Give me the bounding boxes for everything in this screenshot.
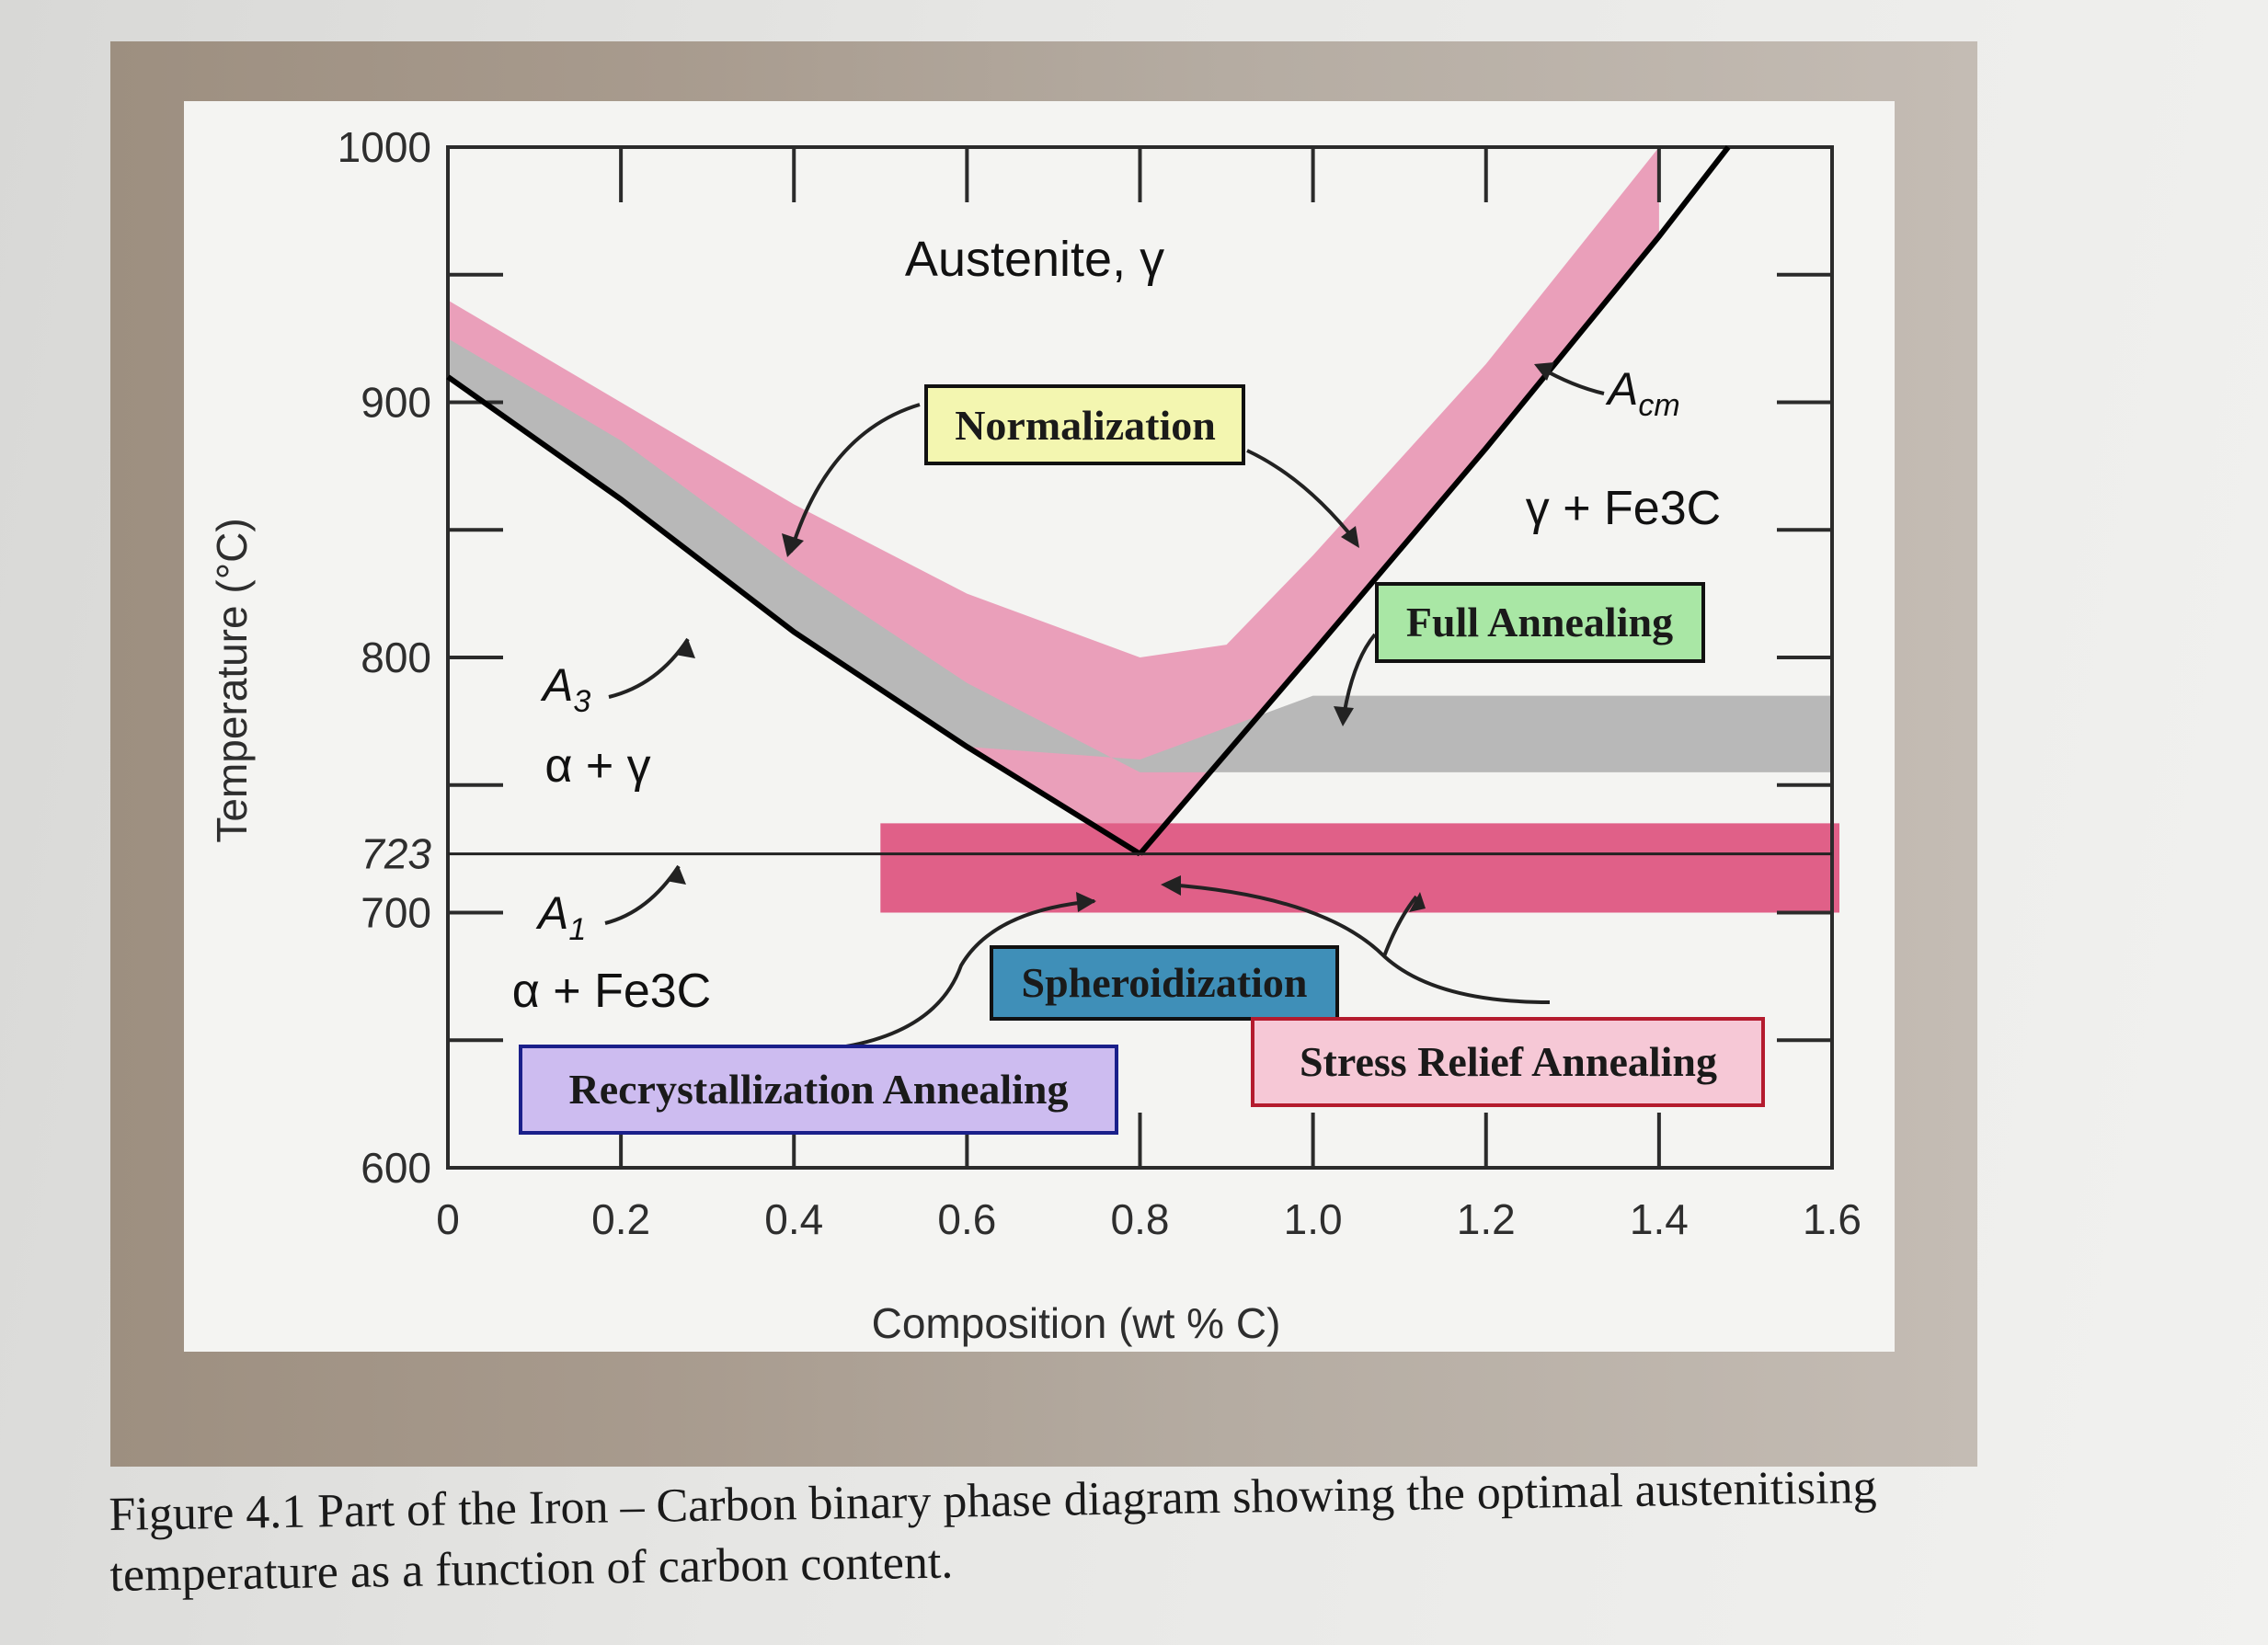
- x-tick-label: 1.6: [1803, 1195, 1861, 1243]
- x-axis-title: Composition (wt % C): [872, 1299, 1281, 1347]
- a1-label: A1: [535, 887, 586, 947]
- phase-diagram: 1000 900 800 723 700 600 0 0.2 0.4 0.6 0.8 1.0 1.2 1…: [184, 101, 1895, 1352]
- spheroidization-band: [880, 823, 1839, 913]
- spheroidization-box: Spheroidization: [990, 945, 1339, 1021]
- x-tick-label: 0: [436, 1195, 460, 1243]
- acm-label: Acm: [1605, 363, 1680, 423]
- arrowhead-full: [1334, 706, 1354, 726]
- figure-caption: Figure 4.1 Part of the Iron – Carbon bin…: [109, 1460, 1877, 1602]
- y-axis-title: Temperature (°C): [208, 518, 256, 842]
- alpha-gamma-label: α + γ: [544, 739, 650, 793]
- normalization-box-label: Normalization: [955, 402, 1216, 449]
- normalization-arrow-right: [1246, 449, 1358, 544]
- spheroidization-arrow: [1382, 895, 1418, 957]
- acm-line: [1138, 145, 1731, 856]
- acm-letter: A: [1605, 363, 1638, 415]
- arrowhead-stress: [1161, 875, 1181, 896]
- normalization-arrow-left: [789, 403, 921, 553]
- full-annealing-box-label: Full Annealing: [1406, 599, 1673, 645]
- arrowheads: [666, 362, 1554, 912]
- y-tick-label: 723: [361, 830, 431, 878]
- stress-relief-annealing-box: Stress Relief Annealing: [1251, 1017, 1765, 1107]
- recrystallization-arrow: [845, 899, 1095, 1048]
- x-tick-labels: 0 0.2 0.4 0.6 0.8 1.0 1.2 1.4 1.6: [436, 1195, 1861, 1243]
- x-tick-label: 1.0: [1284, 1195, 1343, 1243]
- gamma-fe3c-label: γ + Fe3C: [1526, 482, 1721, 535]
- recrystallization-annealing-box-label: Recrystallization Annealing: [568, 1066, 1068, 1113]
- y-tick-labels: 1000 900 800 723 700 600: [338, 123, 432, 1192]
- acm-subscript: cm: [1638, 388, 1679, 423]
- arrowhead-a1: [666, 866, 686, 885]
- y-tick-label: 800: [361, 634, 431, 681]
- alpha-fe3c-label: α + Fe3C: [512, 965, 711, 1018]
- arrowhead-norm-right: [1341, 526, 1359, 548]
- arrowhead-recryst: [1076, 892, 1096, 912]
- a1-letter: A: [535, 887, 568, 939]
- x-tick-label: 1.4: [1630, 1195, 1689, 1243]
- a3-line: [446, 374, 1142, 857]
- austenite-label: Austenite, γ: [905, 232, 1164, 287]
- stress-relief-arrow: [1167, 883, 1551, 1004]
- y-tick-label: 900: [361, 379, 431, 427]
- x-tick-label: 0.8: [1111, 1195, 1170, 1243]
- stress-relief-annealing-box-label: Stress Relief Annealing: [1300, 1038, 1717, 1085]
- arrowhead-sph: [1409, 892, 1426, 912]
- full-annealing-box: Full Annealing: [1375, 582, 1705, 663]
- normalization-box: Normalization: [924, 384, 1245, 465]
- y-tick-label: 600: [361, 1144, 431, 1192]
- y-tick-label: 700: [361, 889, 431, 937]
- arrowhead-norm-left: [782, 533, 804, 557]
- arrowhead-a3: [675, 639, 695, 658]
- x-tick-label: 0.4: [764, 1195, 823, 1243]
- spheroidization-box-label: Spheroidization: [1022, 959, 1308, 1006]
- recrystallization-annealing-box: Recrystallization Annealing: [519, 1045, 1118, 1135]
- x-tick-label: 0.2: [591, 1195, 650, 1243]
- x-tick-label: 1.2: [1457, 1195, 1516, 1243]
- tick-marks: [448, 147, 1832, 1168]
- a1-subscript: 1: [568, 912, 586, 947]
- arrowhead-acm: [1534, 362, 1554, 381]
- y-tick-label: 1000: [338, 123, 431, 171]
- a3-subscript: 3: [573, 684, 590, 719]
- x-tick-label: 0.6: [937, 1195, 996, 1243]
- a3-label: A3: [540, 659, 590, 719]
- full-annealing-band: [448, 338, 1832, 772]
- a3-letter: A: [540, 659, 573, 711]
